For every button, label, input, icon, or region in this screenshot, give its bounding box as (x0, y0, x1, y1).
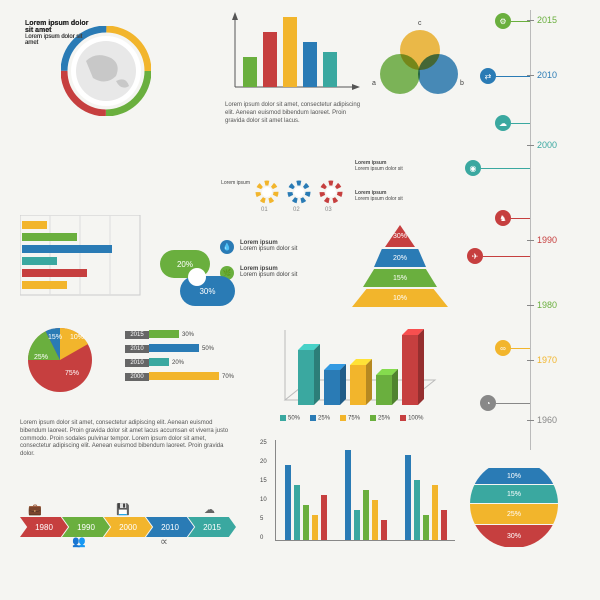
stack-band-1: 15% (470, 485, 558, 503)
gbar-2-3 (432, 485, 438, 540)
timeline-year-2015: 2015 (537, 15, 557, 25)
bar-chart-top: Lorem ipsum dolor sit amet, consectetur … (225, 12, 365, 152)
hbarP-row-1: 201050% (125, 344, 275, 354)
year-arrow-1980: 1980 (20, 517, 68, 537)
stack-band-2: 25% (470, 504, 558, 524)
pie-chart: 10% 75% 15% 25% (20, 320, 110, 410)
bars-3d: 50%25%75%25%100% (280, 310, 440, 430)
pyramid-level-0: 30% (385, 225, 415, 247)
gear-icon-0 (255, 180, 279, 204)
timeline-year-1990: 1990 (537, 235, 557, 245)
gbar-2-4 (441, 510, 447, 540)
venn-label-a: a (372, 80, 376, 87)
hbarP-row-0: 201530% (125, 330, 275, 340)
timeline-node-4: ♞ (495, 210, 511, 226)
timeline-node-5: ✈ (467, 248, 483, 264)
bar-top-0 (243, 57, 257, 87)
hbarL-0 (22, 221, 47, 229)
globe-caption-4: Lorem ipsum dolor sit amet (25, 34, 82, 46)
globe-caption-4-title: Lorem ipsum dolor sit amet (25, 20, 88, 34)
arrow-icon-2: 💾 (116, 503, 130, 516)
timeline-node-7: ◔ (480, 395, 496, 411)
pie-lbl-2: 75% (65, 370, 79, 377)
pie-lbl-1: 10% (70, 334, 84, 341)
year-arrow-2010: 2010 (146, 517, 194, 537)
gbar-0-2 (303, 505, 309, 540)
bar-top-1 (263, 32, 277, 87)
bar-top-4 (323, 52, 337, 87)
stack-band-0: 10% (470, 468, 558, 484)
gbar-2-0 (405, 455, 411, 540)
pyramid-level-3: 10% (352, 289, 448, 307)
hbarL-5 (22, 281, 67, 289)
hbarP-row-2: 201020% (125, 358, 275, 368)
hbarL-1 (22, 233, 77, 241)
timeline-year-2010: 2010 (537, 70, 557, 80)
arrow-icon-4: ☁ (204, 503, 215, 516)
pie-lbl-3: 15% (48, 334, 62, 341)
timeline-year-2000: 2000 (537, 140, 557, 150)
timeline-year-1970: 1970 (537, 355, 557, 365)
venn-b (418, 54, 458, 94)
gbar-0-0 (285, 465, 291, 540)
blob-percentages: 20% 30% (160, 250, 240, 320)
hbar-left (20, 215, 150, 305)
gear-icon-1 (287, 180, 311, 204)
timeline-node-6: ∞ (495, 340, 511, 356)
timeline-node-0: ⚙ (495, 13, 511, 29)
bar-top-3 (303, 42, 317, 87)
gbar-0-3 (312, 515, 318, 540)
hbarL-3 (22, 257, 57, 265)
gbar-1-2 (363, 490, 369, 540)
gbar-1-0 (345, 450, 351, 540)
gbar-2-1 (414, 480, 420, 540)
arrow-icon-0: 💼 (28, 503, 42, 516)
timeline-year-1960: 1960 (537, 415, 557, 425)
pyramid-level-2: 15% (363, 269, 437, 287)
gbar-0-4 (321, 495, 327, 540)
gbar-1-4 (381, 520, 387, 540)
venn-diagram: a b c (380, 30, 460, 110)
venn-label-c: c (418, 20, 422, 27)
pyramid-level-1: 20% (374, 249, 426, 267)
bar-top-2 (283, 17, 297, 87)
year-arrow-2000: 2000 (104, 517, 152, 537)
year-arrow-1990: 1990 (62, 517, 110, 537)
timeline-node-3: ◉ (465, 160, 481, 176)
timeline-node-1: ⇄ (480, 68, 496, 84)
gear-icon-2 (319, 180, 343, 204)
hbarP-row-3: 200070% (125, 372, 275, 382)
gbar-2-2 (423, 515, 429, 540)
stack-band-3: 30% (470, 525, 558, 547)
hbar-percent: 201530% 201050% 201020% 200070% (125, 330, 275, 410)
gbar-0-1 (294, 485, 300, 540)
year-arrow-2015: 2015 (188, 517, 236, 537)
bar-top-caption: Lorem ipsum dolor sit amet, consectetur … (225, 102, 365, 125)
stacked-circle: 10%15%25%30% (470, 460, 570, 560)
lorem-block: Lorem ipsum dolor sit amet, consectetur … (20, 420, 230, 459)
timeline-year-1980: 1980 (537, 300, 557, 310)
hbarL-4 (22, 269, 87, 277)
hbarL-2 (22, 245, 112, 253)
bars3d-legend: 50%25%75%25%100% (280, 415, 423, 422)
pie-lbl-4: 25% (34, 354, 48, 361)
timeline-node-2: ☁ (495, 115, 511, 131)
venn-a (380, 54, 420, 94)
gbar-1-1 (354, 510, 360, 540)
timeline: 2015 2010 2000 1990 1980 1970 1960 ⚙ ⇄ ☁ ◉ ♞ ✈ ∞ ◔ (455, 10, 585, 450)
year-arrows: 💼1980👥1990💾2000∝2010☁2015 (20, 505, 250, 555)
gbar-1-3 (372, 500, 378, 540)
globe-chart: Lorem ipsum dolor sit ametLorem ipsum do… (25, 20, 195, 180)
grouped-bars: 0510152025 (260, 440, 460, 570)
